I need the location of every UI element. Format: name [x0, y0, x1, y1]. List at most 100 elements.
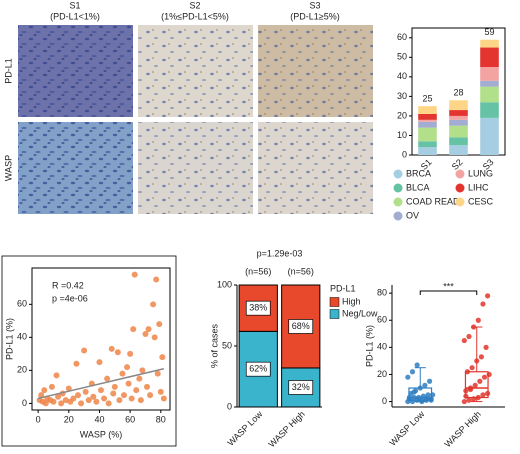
- value-label-box: [245, 361, 271, 377]
- y-axis-label: PD-L1 (%): [364, 325, 374, 367]
- point: [151, 334, 158, 341]
- legend-marker: [393, 183, 403, 193]
- point: [477, 378, 483, 384]
- point: [65, 385, 72, 392]
- y-tick-label: 0: [22, 398, 27, 408]
- panel-frame: [1, 255, 177, 447]
- column-sublabel: (1%≤PD-L1<5%): [161, 11, 229, 21]
- y-tick-label: 0: [227, 401, 232, 411]
- bar-segment: [480, 86, 499, 103]
- bar-segment: [449, 125, 468, 138]
- bar-segment: [418, 106, 437, 114]
- bar-segment: [418, 113, 437, 120]
- point: [139, 367, 146, 374]
- micrograph-texture: [138, 122, 253, 214]
- column-label: S2: [189, 0, 200, 10]
- point: [127, 350, 134, 357]
- legend-label: High: [342, 296, 361, 306]
- point: [128, 395, 135, 402]
- point: [414, 362, 420, 368]
- bar-segment: [480, 47, 499, 68]
- point: [136, 375, 143, 382]
- legend-marker: [455, 197, 465, 207]
- total-label: 59: [484, 27, 494, 37]
- y-tick-label: 60: [397, 32, 407, 42]
- point: [116, 397, 123, 404]
- point: [147, 392, 154, 399]
- point: [425, 392, 431, 398]
- point: [124, 364, 131, 371]
- legend-marker: [455, 183, 465, 193]
- point: [475, 317, 481, 323]
- y-tick-label: 60: [17, 299, 27, 309]
- point: [466, 333, 472, 340]
- x-tick-label: S2: [450, 157, 465, 172]
- point: [105, 400, 112, 407]
- point: [422, 382, 428, 388]
- point: [480, 392, 486, 398]
- point: [426, 378, 433, 384]
- value-label: 38%: [249, 303, 267, 313]
- x-tick-label: 60: [125, 414, 135, 424]
- point: [55, 393, 62, 400]
- bar-segment: [449, 145, 468, 155]
- x-tick-label: 40: [94, 414, 104, 424]
- point: [73, 360, 80, 367]
- trend-line: [37, 367, 165, 400]
- bar-segment: [480, 39, 499, 48]
- legend-label: COAD READ: [406, 196, 460, 206]
- point: [131, 271, 138, 278]
- legend-label: BLCA: [406, 182, 430, 192]
- significance-bracket: [419, 290, 478, 295]
- y-axis-label: PD-L1 (%): [4, 318, 14, 360]
- point: [53, 372, 60, 379]
- point: [461, 337, 467, 344]
- point: [483, 344, 489, 350]
- point: [62, 397, 69, 404]
- legend-marker: [393, 169, 403, 179]
- legend-label: CESC: [468, 196, 494, 206]
- micrograph-texture: [138, 25, 253, 117]
- point: [104, 375, 111, 382]
- legend-marker: [393, 211, 403, 221]
- row-label: PD-L1: [3, 58, 13, 84]
- value-label-box: [245, 300, 271, 316]
- x-axis-label: WASP (%): [80, 429, 123, 439]
- micrograph-texture: [18, 122, 133, 214]
- y-tick-label: 20: [17, 365, 27, 375]
- point: [137, 397, 144, 404]
- micrograph-texture: [18, 25, 133, 117]
- bar-segment: [449, 119, 468, 126]
- significance-label: ***: [443, 281, 454, 291]
- bar-segment: [480, 117, 499, 155]
- value-label-box: [288, 319, 314, 334]
- y-tick-label: 80: [377, 288, 387, 298]
- point: [110, 390, 117, 397]
- n-label: (n=56): [288, 266, 314, 276]
- y-tick-label: 40: [397, 71, 407, 81]
- legend-marker: [393, 197, 403, 207]
- bar-segment: [449, 115, 468, 120]
- legend-swatch: [329, 309, 340, 319]
- point: [466, 397, 472, 403]
- point: [153, 276, 160, 283]
- point: [50, 398, 57, 405]
- micrograph-texture: [258, 122, 373, 214]
- point: [160, 395, 167, 402]
- bar-segment: [449, 110, 468, 116]
- point: [41, 387, 48, 394]
- bar-segment: [418, 141, 437, 148]
- legend-label: Neg/Low: [342, 308, 378, 318]
- legend-label: LUNG: [468, 168, 493, 178]
- y-tick-label: 40: [377, 342, 387, 352]
- point: [485, 293, 491, 299]
- legend-title: PD-L1: [330, 283, 356, 293]
- x-tick-label: WASP High: [443, 409, 483, 449]
- point: [133, 387, 140, 394]
- y-tick-label: 10: [397, 130, 407, 140]
- y-tick-label: 20: [377, 369, 387, 379]
- y-tick-label: 0: [382, 396, 387, 406]
- n-label: (n=56): [245, 266, 271, 276]
- point: [486, 371, 492, 378]
